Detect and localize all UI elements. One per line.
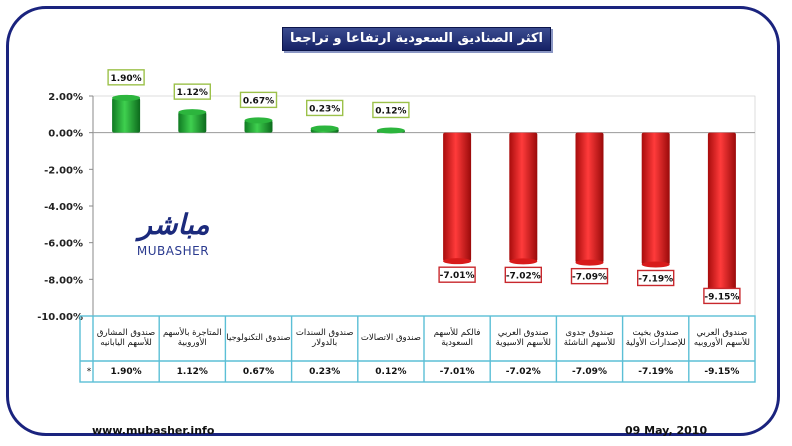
category-label: صندوق التكنولوجيا [226, 333, 291, 343]
data-label-box [306, 99, 344, 117]
category-label: صندوق العربي للأسهم الاسيوية [495, 328, 551, 348]
logo-latin-text: MUBASHER [136, 244, 210, 258]
category-label: فالكم للأسهم السعودية [433, 328, 481, 348]
mubasher-logo: مباشر MUBASHER [128, 208, 218, 264]
data-label: 0.23% [309, 104, 340, 114]
bar-cap [443, 258, 472, 265]
data-label-box [637, 269, 675, 287]
category-label: صندوق جدوى للأسهم الناشئة [563, 328, 616, 348]
bar [244, 120, 273, 133]
bar-cap [641, 261, 670, 268]
table-value-cell: 0.12% [375, 367, 407, 377]
table-value-cell: 0.67% [242, 367, 275, 377]
bar [509, 132, 538, 262]
data-label: 1.90% [110, 74, 141, 84]
bar [707, 132, 736, 301]
y-tick-label: 2.00% [48, 92, 83, 103]
data-label-box [239, 91, 278, 109]
y-tick-label: -8.00% [44, 275, 83, 286]
data-label-box [438, 266, 476, 283]
bar [112, 97, 141, 133]
bar [178, 112, 207, 133]
data-label-box [107, 69, 145, 86]
category-label: صندوق الاتصالات [360, 333, 421, 343]
table-value-cell: -7.19% [638, 367, 674, 377]
data-label: 1.12% [177, 88, 208, 98]
y-tick-label: -6.00% [44, 239, 83, 250]
data-label: -7.01% [440, 271, 475, 281]
data-label-box [570, 267, 609, 285]
y-tick-label: 0.00% [48, 129, 83, 140]
table-value-cell: -9.15% [704, 367, 740, 377]
y-tick-label: -2.00% [44, 165, 83, 176]
data-label-box [504, 266, 542, 284]
data-label: -9.15% [704, 292, 739, 302]
bar [575, 132, 604, 263]
data-label: 0.67% [243, 96, 274, 106]
bar-cap [376, 127, 405, 134]
y-tick-label: -4.00% [44, 202, 83, 213]
bar-cap [244, 117, 273, 124]
data-label: -7.02% [506, 271, 541, 281]
bar-cap [112, 94, 141, 101]
bar [641, 132, 670, 265]
logo-arabic-text: مباشر [138, 208, 210, 241]
y-tick-label: -10.00% [37, 312, 83, 323]
table-value-cell: -7.09% [572, 367, 607, 377]
footer-url[interactable]: www.mubasher.info [92, 424, 215, 437]
bar-cap [310, 125, 339, 132]
category-label: المتاجرة بالأسهم الأوروبية [162, 328, 222, 348]
table-value-cell: -7.01% [439, 367, 475, 377]
data-label: 0.12% [375, 106, 406, 116]
table-outline [79, 315, 756, 383]
data-label-box [703, 287, 741, 305]
category-label: صندوق بخيت للإصدارات الأولية [625, 328, 686, 348]
data-label-box [372, 101, 410, 119]
table-row-marker: * [86, 367, 92, 377]
bar-cap [575, 259, 604, 266]
chart-title: اكثر الصناديق السعودية ارتفاعا و تراجعا [282, 27, 551, 51]
data-label: -7.19% [638, 274, 673, 284]
table-value-cell: 1.12% [176, 367, 208, 377]
category-label: صندوق المشارق للأسهم اليابانيه [96, 328, 156, 348]
data-label-box [173, 83, 212, 100]
data-label: -7.09% [572, 273, 607, 283]
bar [443, 132, 472, 262]
category-label: صندوق العربي للأسهم الأوروبيه [693, 328, 750, 348]
bar-cap [178, 109, 207, 116]
table-value-cell: 1.90% [110, 367, 142, 377]
table-value-cell: -7.02% [505, 367, 541, 377]
category-label: صندوق السندات بالدولار [295, 328, 354, 348]
table-value-cell: 0.23% [309, 367, 341, 377]
footer-date: 09 May, 2010 [625, 424, 708, 437]
bar-cap [509, 258, 538, 265]
